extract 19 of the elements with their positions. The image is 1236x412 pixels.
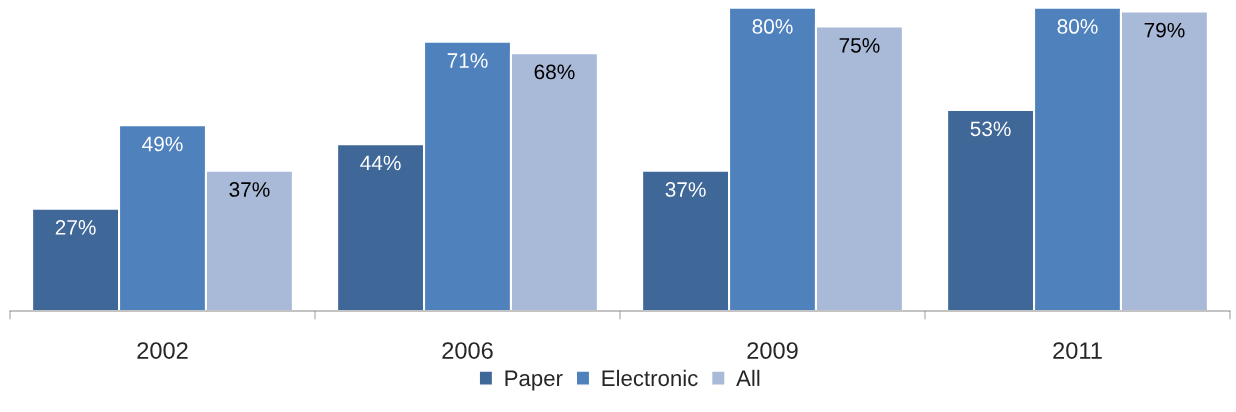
data-label: 37% xyxy=(665,182,706,197)
data-label: 71% xyxy=(447,53,488,68)
data-label: 68% xyxy=(534,64,575,80)
data-label: 79% xyxy=(1144,22,1185,38)
x-tick-label: 2006 xyxy=(442,342,493,359)
x-tick-label: 2002 xyxy=(137,342,188,359)
x-tick-label: 2011 xyxy=(1053,342,1102,359)
legend-label: Electronic xyxy=(602,369,698,387)
data-label: 75% xyxy=(839,38,880,53)
data-label: 27% xyxy=(55,220,96,235)
legend-label: Paper xyxy=(505,370,563,391)
data-label: 44% xyxy=(360,155,401,171)
data-label: 80% xyxy=(1057,19,1098,34)
data-label: 80% xyxy=(752,19,793,34)
data-label: 53% xyxy=(970,121,1011,137)
data-label: 49% xyxy=(142,136,183,152)
legend-label: All xyxy=(736,369,760,386)
data-label: 37% xyxy=(229,182,270,197)
x-tick-label: 2009 xyxy=(747,342,798,359)
